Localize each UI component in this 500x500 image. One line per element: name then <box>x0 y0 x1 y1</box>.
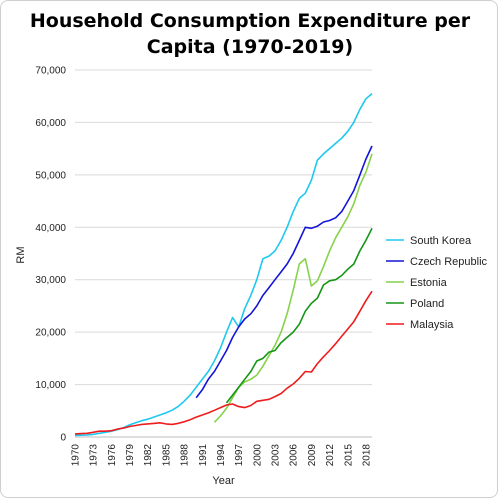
series-lines <box>74 92 373 437</box>
y-axis-label: RM <box>15 246 27 263</box>
series-line-poland <box>225 227 373 404</box>
x-tick-label: 1994 <box>216 444 227 467</box>
x-tick-label: 1976 <box>107 444 118 467</box>
y-tick-label: 40,000 <box>35 223 66 234</box>
y-tick-label: 20,000 <box>35 328 66 339</box>
x-tick-label: 1997 <box>234 444 245 467</box>
chart-title-line-2: Capita (1970-2019) <box>146 36 354 58</box>
legend-entry: Czech Republic <box>410 256 488 268</box>
y-tick-label: 10,000 <box>35 380 66 391</box>
x-tick-label: 2018 <box>361 444 372 467</box>
x-tick-label: 2003 <box>271 444 282 467</box>
y-tick-label: 30,000 <box>35 275 66 286</box>
legend-entry: Poland <box>410 298 444 310</box>
x-tick-label: 2000 <box>252 444 263 467</box>
legend-entry: Estonia <box>410 277 448 289</box>
x-tick-label: 1982 <box>143 444 154 467</box>
x-tick-label: 1985 <box>161 444 172 467</box>
y-tick-label: 0 <box>60 433 66 444</box>
x-tick-label: 2006 <box>289 444 300 467</box>
y-tick-label: 70,000 <box>35 66 66 77</box>
x-axis-label: Year <box>212 475 235 487</box>
x-tick-label: 1988 <box>180 444 191 467</box>
legend: South Korea Czech Republic Estonia Poland Ma… <box>386 235 488 331</box>
y-tick-label: 50,000 <box>35 170 66 181</box>
chart-title-line-1: Household Consumption Expenditure per <box>29 10 471 32</box>
legend-entry: South Korea <box>410 235 472 247</box>
x-tick-label: 1970 <box>71 444 82 467</box>
x-tick-label: 2015 <box>343 444 354 467</box>
x-tick-label: 2009 <box>307 444 318 467</box>
chart-title: Household Consumption Expenditure per Ca… <box>0 8 500 60</box>
x-tick-label: 1973 <box>89 444 100 467</box>
y-tick-label: 60,000 <box>35 118 66 129</box>
series-line-czech-republic <box>195 145 373 399</box>
grid-lines <box>75 69 372 386</box>
x-tick-label: 1991 <box>198 444 209 467</box>
series-line-estonia <box>213 153 373 423</box>
x-tick-label: 1979 <box>125 444 136 467</box>
y-axis-ticks: 0 10,000 20,000 30,000 40,000 50,000 60,000 70,… <box>35 66 66 444</box>
legend-entry: Malaysia <box>410 319 454 331</box>
series-line-malaysia <box>74 290 373 435</box>
x-axis-ticks: 1970 1973 1976 1979 1982 1985 1988 1991 1994 1997… <box>71 444 373 467</box>
x-tick-label: 2012 <box>325 444 336 467</box>
